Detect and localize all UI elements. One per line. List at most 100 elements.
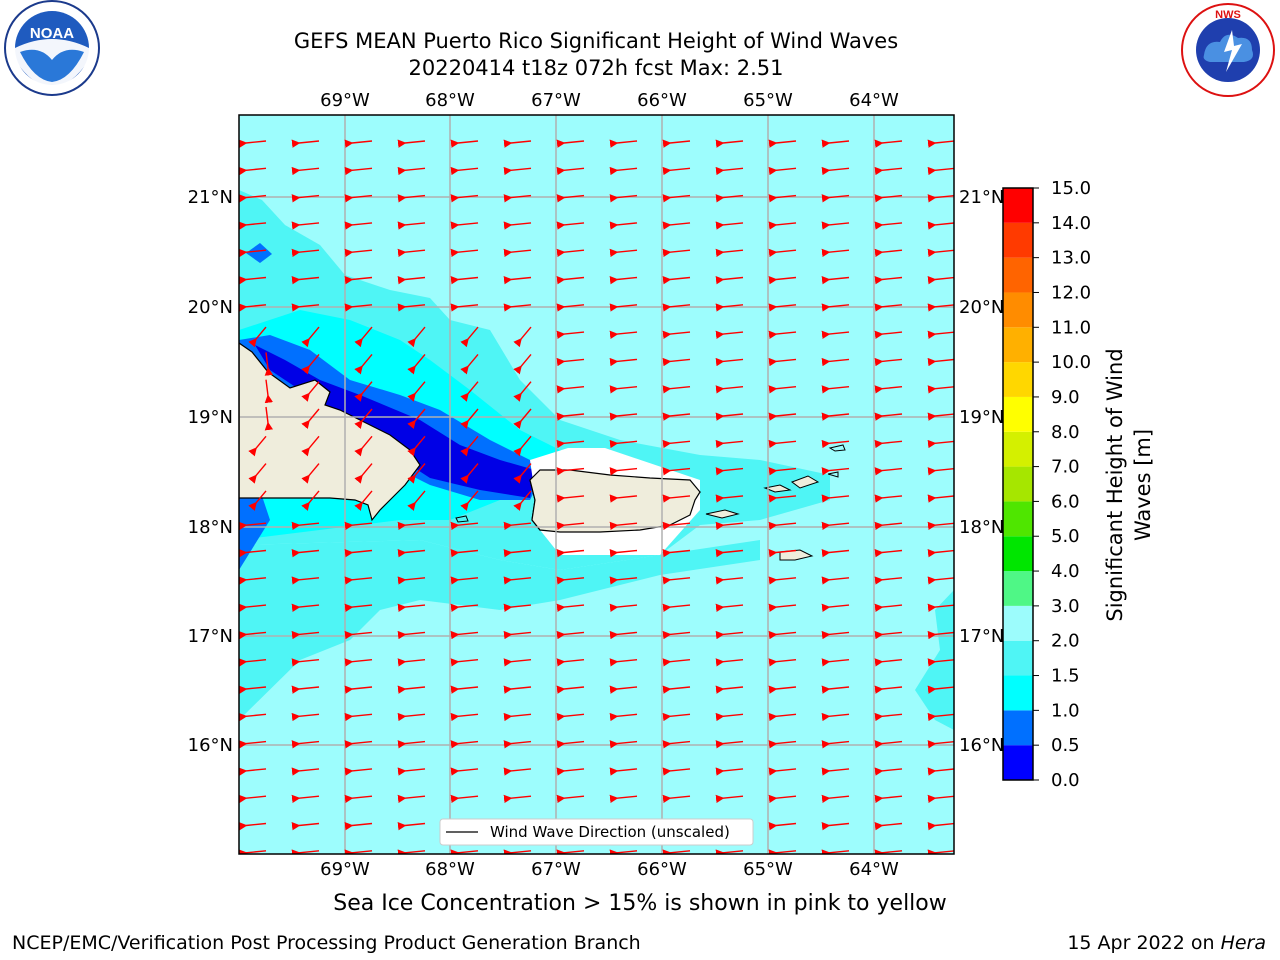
wave-direction-arrow [662,139,691,148]
wave-direction-arrow [715,767,744,776]
wave-direction-arrow [662,194,691,203]
wave-direction-arrow [609,467,638,476]
wave-direction-arrow [503,685,532,694]
colorbar-swatch [1003,745,1033,780]
wave-direction-arrow [239,794,267,804]
wave-direction-arrow [344,549,373,558]
wave-direction-arrow [450,794,479,804]
wave-direction-arrow [248,435,267,457]
wave-direction-arrow [874,685,903,694]
wave-direction-arrow [503,549,532,558]
wave-direction-arrow [397,139,426,148]
wave-direction-arrow [397,576,426,585]
lon-label-top: 65°W [743,90,793,111]
wave-direction-arrow [927,276,954,285]
wave-direction-arrow [397,849,426,854]
wave-direction-arrow [662,549,691,558]
wave-direction-arrow [301,381,320,402]
wave-direction-arrow [344,849,373,854]
date-line: 15 Apr 2022 on Hera [1067,932,1266,954]
wave-direction-arrow [460,490,479,511]
wave-direction-arrow [609,412,638,421]
wave-direction-arrow [556,740,585,749]
wave-direction-arrow [450,712,479,722]
wave-direction-arrow [239,521,267,531]
wave-direction-arrow [821,357,850,367]
wave-direction-arrow [556,221,585,230]
lat-label-left: 16°N [188,735,233,756]
wave-direction-arrow [874,221,903,230]
wave-direction-arrow [768,822,797,831]
wave-direction-arrow [768,194,797,203]
wave-direction-arrow [662,412,691,421]
colorbar-tick-label: 15.0 [1051,178,1091,199]
legend-label: Wind Wave Direction (unscaled) [490,823,730,841]
contour-0-0m [255,345,535,498]
wave-direction-arrow [460,326,479,348]
wave-direction-arrow [874,740,903,749]
wave-direction-arrow [301,490,320,511]
wave-direction-arrow [609,849,638,854]
wave-direction-arrow [239,221,267,230]
wave-direction-arrow [344,194,373,203]
wave-direction-arrow [821,494,850,503]
wave-direction-arrow [821,685,850,694]
wave-direction-arrow [768,494,797,503]
wave-direction-arrow [874,276,903,285]
wave-direction-arrow [450,549,479,558]
wave-direction-arrow [503,139,532,148]
wave-direction-arrow [556,303,585,312]
wave-direction-arrow [609,385,638,394]
wave-direction-arrow [354,490,373,511]
wave-direction-arrow [609,248,638,258]
wave-direction-arrow [556,357,585,367]
wave-direction-arrow [503,576,532,585]
wave-direction-arrow [715,849,744,854]
wave-direction-arrow [927,467,954,476]
wave-direction-arrow [291,194,320,203]
wave-direction-arrow [291,139,320,148]
wave-direction-arrow [874,712,903,722]
wave-direction-arrow [715,630,744,640]
st-thomas-island [763,484,792,493]
wave-direction-arrow [927,221,954,230]
chart-subtitle: 20220414 t18z 072h fcst Max: 2.51 [408,56,784,80]
wave-direction-arrow [821,330,850,339]
wave-direction-arrow [556,276,585,285]
lon-label-bottom: 68°W [425,859,475,880]
wave-direction-arrow [609,166,638,176]
wave-direction-arrow [768,357,797,367]
wave-direction-arrow [407,326,426,348]
wave-direction-arrow [397,248,426,258]
wave-direction-arrow [662,330,691,339]
wave-direction-arrow [397,794,426,804]
wave-direction-arrow [874,194,903,203]
wave-direction-arrow [460,381,479,402]
wave-direction-arrow [609,357,638,367]
wave-direction-arrow [397,549,426,558]
wave-direction-arrow [239,849,267,854]
wave-direction-arrow [450,221,479,230]
wave-direction-arrow [662,794,691,804]
wave-direction-arrow [301,463,320,484]
colorbar-swatch [1003,257,1033,293]
wave-direction-arrow [450,658,479,667]
wave-direction-arrow [248,326,267,348]
wave-direction-arrow [874,439,903,449]
colorbar-tick-label: 9.0 [1051,387,1080,408]
wave-direction-arrow [556,166,585,176]
colorbar-swatch [1003,710,1033,746]
wave-direction-arrow [927,412,954,421]
lon-label-bottom: 66°W [637,859,687,880]
wave-direction-arrow [354,463,373,484]
wave-direction-arrow [768,303,797,312]
wave-direction-arrow [450,521,479,531]
colorbar-swatch [1003,431,1033,467]
wave-direction-arrow [556,330,585,339]
wave-direction-arrow [874,521,903,531]
wave-direction-arrow [715,685,744,694]
wave-direction-arrow [768,685,797,694]
wave-direction-arrow [715,439,744,449]
wave-direction-arrow [354,353,373,375]
lat-label-right: 20°N [959,297,1004,318]
